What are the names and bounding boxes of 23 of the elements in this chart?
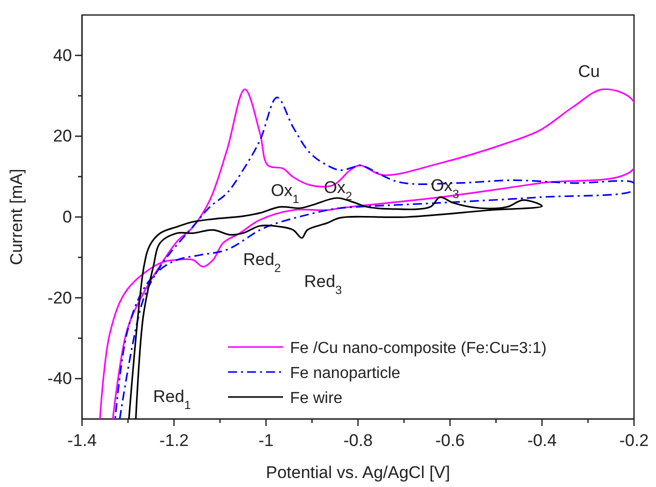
x-tick-label: -0.4 (527, 431, 557, 450)
y-tick-label: 20 (53, 126, 72, 146)
x-tick-label: -0.2 (619, 431, 649, 450)
y-tick-label: -20 (47, 288, 72, 308)
legend-label: Fe nanoparticle (290, 365, 400, 382)
annotation: Red$_{1}$ (153, 387, 192, 412)
x-tick-label: -1.4 (67, 431, 97, 450)
annotation: Cu (578, 62, 600, 81)
annotation: Ox$_{2}$ (324, 178, 353, 203)
y-axis-title: Current [mA] (7, 168, 26, 266)
x-tick-label: -0.8 (343, 431, 373, 450)
x-axis-title: Potential vs. Ag/AgCl [V] (266, 463, 450, 482)
legend-label: Fe wire (290, 390, 343, 407)
annotation: Red$_{2}$ (243, 250, 282, 275)
legend-label: Fe /Cu nano-composite (Fe:Cu=3:1) (290, 340, 547, 357)
y-tick-label: 40 (53, 46, 72, 65)
annotation: Red$_{3}$ (304, 272, 342, 297)
x-tick-label: -0.6 (435, 431, 465, 450)
x-tick-label: -1.2 (159, 431, 189, 450)
y-tick-label: -40 (47, 369, 72, 388)
y-tick-label: 0 (62, 207, 72, 226)
annotation: Ox$_{1}$ (270, 181, 300, 206)
x-tick-label: -1 (258, 431, 274, 450)
